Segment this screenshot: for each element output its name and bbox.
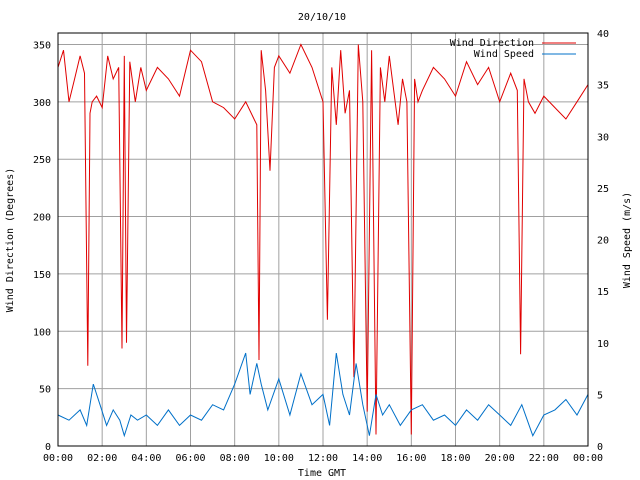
legend: Wind Direction Wind Speed — [450, 38, 576, 60]
x-tick-label: 00:00 — [43, 453, 73, 464]
x-tick-label: 00:00 — [573, 453, 603, 464]
x-tick-label: 04:00 — [131, 453, 161, 464]
y-tick-label-right: 35 — [597, 81, 609, 92]
x-tick-label: 12:00 — [308, 453, 338, 464]
y-tick-label-left: 250 — [33, 155, 51, 166]
x-tick-label: 10:00 — [264, 453, 294, 464]
series-line-wind-direction — [57, 43, 589, 435]
y-tick-label-left: 150 — [33, 270, 51, 281]
right-axis-ticks: 0 5 10 15 20 25 30 35 40 — [597, 29, 609, 453]
y-tick-label-left: 0 — [45, 442, 51, 453]
chart-title: 20/10/10 — [298, 12, 346, 23]
y-tick-label-left: 350 — [33, 40, 51, 51]
x-axis-ticks: 00:00 02:00 04:00 06:00 08:00 10:00 12:00 14:00… — [43, 453, 603, 464]
x-tick-label: 02:00 — [87, 453, 117, 464]
x-tick-label: 20:00 — [485, 453, 515, 464]
x-tick-label: 14:00 — [352, 453, 382, 464]
x-tick-label: 18:00 — [440, 453, 470, 464]
y-tick-label-left: 300 — [33, 98, 51, 109]
y-tick-label-right: 5 — [597, 390, 603, 401]
y-tick-label-right: 40 — [597, 29, 609, 40]
horizontal-gridlines — [58, 43, 588, 390]
x-tick-label: 06:00 — [175, 453, 205, 464]
y-axis-label-left: Wind Direction (Degrees) — [5, 168, 16, 313]
y-tick-label-right: 15 — [597, 287, 609, 298]
x-axis-label: Time GMT — [298, 468, 346, 479]
left-axis-ticks: 0 50 100 150 200 250 300 350 — [33, 40, 51, 453]
y-tick-label-right: 10 — [597, 339, 609, 350]
legend-label-wind-direction: Wind Direction — [450, 38, 534, 49]
x-tick-label: 16:00 — [396, 453, 426, 464]
series-line-wind-speed — [57, 352, 589, 438]
series-layer — [57, 43, 589, 438]
y-tick-label-right: 0 — [597, 442, 603, 453]
y-axis-label-right: Wind Speed (m/s) — [622, 192, 633, 288]
y-tick-label-right: 30 — [597, 132, 609, 143]
x-tick-label: 08:00 — [220, 453, 250, 464]
y-tick-label-left: 200 — [33, 213, 51, 224]
plot-frame — [57, 32, 589, 447]
y-tick-label-right: 25 — [597, 184, 609, 195]
y-tick-label-left: 50 — [39, 385, 51, 396]
x-tick-label: 22:00 — [529, 453, 559, 464]
y-tick-label-right: 20 — [597, 236, 609, 247]
legend-label-wind-speed: Wind Speed — [474, 49, 534, 60]
y-tick-label-left: 100 — [33, 327, 51, 338]
